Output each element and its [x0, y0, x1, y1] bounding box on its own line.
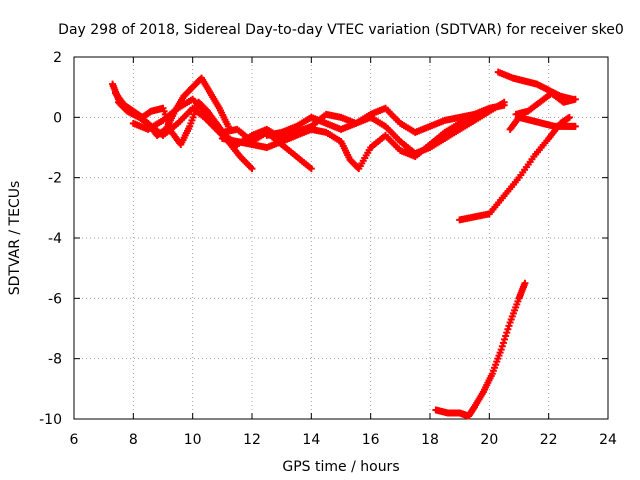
x-tick-label: 16 [362, 432, 380, 448]
chart-title: Day 298 of 2018, Sidereal Day-to-day VTE… [58, 22, 624, 38]
data-point [502, 332, 510, 340]
y-tick-label: -2 [48, 171, 62, 187]
y-tick-label: 0 [53, 110, 62, 126]
x-tick-label: 14 [302, 432, 320, 448]
y-tick-label: -6 [48, 291, 62, 307]
data-point [499, 339, 507, 347]
data-point [501, 335, 509, 343]
data-point [471, 110, 478, 118]
y-axis-title: SDTVAR / TECUs [7, 181, 23, 296]
x-tick-label: 6 [70, 432, 79, 448]
axis-ticks: 6 8 10 12 14 16 18 20 22 24 -10 -8 -6 -4 -2 0 2 [39, 50, 617, 448]
series-arc-9 [512, 89, 579, 118]
data-point [504, 325, 512, 333]
data-points [109, 68, 579, 420]
y-tick-label: 2 [53, 50, 62, 66]
data-point [503, 329, 511, 337]
y-tick-label: -4 [48, 231, 62, 247]
x-tick-label: 18 [421, 432, 439, 448]
data-point [571, 95, 579, 103]
series-arc-11 [456, 113, 573, 224]
data-point [498, 342, 506, 350]
series-arc-8 [494, 68, 576, 103]
y-tick-label: -10 [39, 412, 62, 428]
x-tick-label: 22 [540, 432, 558, 448]
data-point [248, 165, 256, 173]
x-axis-title: GPS time / hours [282, 459, 399, 475]
y-tick-label: -8 [48, 352, 62, 368]
x-tick-label: 10 [184, 432, 202, 448]
data-point [497, 346, 505, 354]
data-point [521, 279, 529, 287]
data-point [505, 322, 513, 330]
series-arc-12 [432, 279, 529, 420]
data-point [565, 113, 573, 121]
x-tick-label: 12 [243, 432, 261, 448]
x-tick-label: 8 [129, 432, 138, 448]
x-tick-label: 24 [599, 432, 617, 448]
x-tick-label: 20 [480, 432, 498, 448]
data-point [500, 98, 508, 106]
series-arc-7 [293, 104, 478, 136]
data-point [571, 122, 579, 130]
data-point [307, 165, 315, 173]
